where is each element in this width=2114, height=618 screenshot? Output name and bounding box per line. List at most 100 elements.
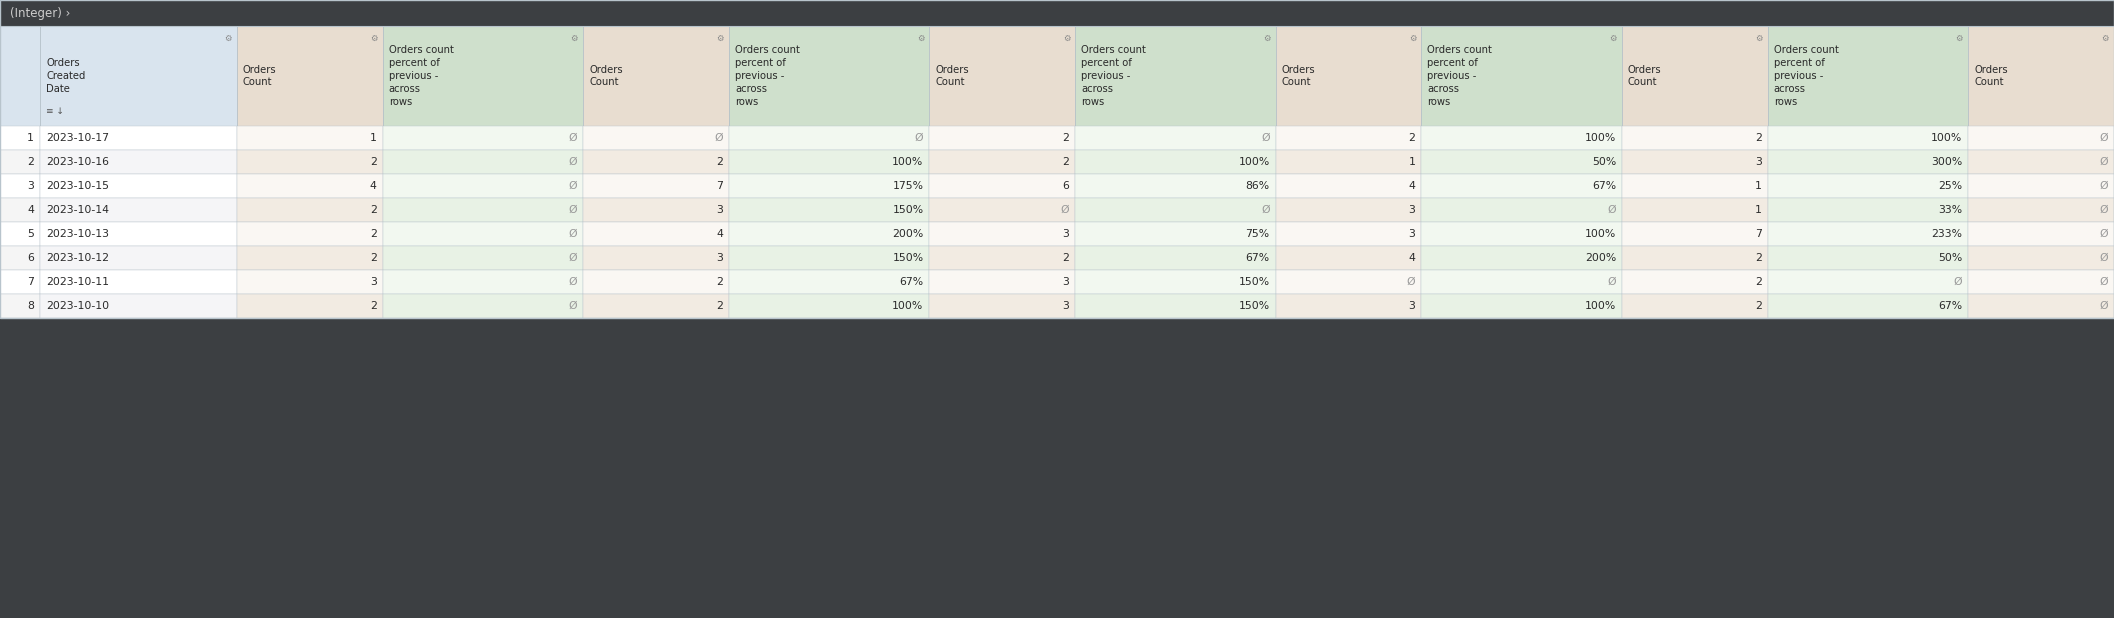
Text: 67%: 67%	[1245, 253, 1271, 263]
Bar	[1767, 246, 1968, 270]
Text: ⚙: ⚙	[1955, 34, 1964, 43]
Bar	[1275, 198, 1421, 222]
Bar	[1968, 294, 2114, 318]
Text: Ø: Ø	[2099, 205, 2108, 215]
Text: 8: 8	[27, 301, 34, 311]
Text: Ø: Ø	[715, 133, 723, 143]
Text: 86%: 86%	[1245, 181, 1271, 191]
Bar	[40, 198, 237, 222]
Text: 3: 3	[717, 253, 723, 263]
Text: 100%: 100%	[892, 157, 924, 167]
Text: 50%: 50%	[1939, 253, 1962, 263]
Text: 3: 3	[27, 181, 34, 191]
Text: Ø: Ø	[2099, 301, 2108, 311]
Bar	[1076, 126, 1275, 150]
Bar	[729, 174, 930, 198]
Bar	[583, 222, 729, 246]
Bar	[1076, 26, 1275, 126]
Text: 2: 2	[1755, 301, 1761, 311]
Text: 67%: 67%	[1939, 301, 1962, 311]
Text: Ø: Ø	[1607, 205, 1615, 215]
Bar	[237, 246, 383, 270]
Text: Ø: Ø	[1406, 277, 1416, 287]
Text: 2: 2	[370, 301, 376, 311]
Bar	[930, 270, 1076, 294]
Text: 67%: 67%	[1592, 181, 1615, 191]
Bar	[1275, 246, 1421, 270]
Text: 2: 2	[1063, 157, 1070, 167]
Bar	[1767, 150, 1968, 174]
Bar	[1621, 26, 1767, 126]
Bar	[729, 126, 930, 150]
Text: 100%: 100%	[1586, 133, 1615, 143]
Bar	[0, 294, 40, 318]
Text: 3: 3	[1408, 205, 1416, 215]
Bar	[583, 270, 729, 294]
Bar	[40, 294, 237, 318]
Bar	[237, 198, 383, 222]
Bar	[0, 126, 40, 150]
Text: 150%: 150%	[892, 253, 924, 263]
Text: Ø: Ø	[2099, 181, 2108, 191]
Bar	[729, 222, 930, 246]
Text: 2: 2	[370, 229, 376, 239]
Text: Ø: Ø	[569, 157, 577, 167]
Bar	[1275, 222, 1421, 246]
Bar	[729, 294, 930, 318]
Bar	[1968, 26, 2114, 126]
Text: 2023-10-14: 2023-10-14	[47, 205, 110, 215]
Text: ⚙: ⚙	[571, 34, 577, 43]
Bar	[1421, 198, 1621, 222]
Bar	[1767, 126, 1968, 150]
Text: ⚙: ⚙	[1063, 34, 1070, 43]
Text: Orders
Count: Orders Count	[1974, 65, 2008, 87]
Bar	[1621, 270, 1767, 294]
Bar	[1076, 294, 1275, 318]
Bar	[729, 246, 930, 270]
Text: 2: 2	[1063, 253, 1070, 263]
Bar	[583, 126, 729, 150]
Text: Ø: Ø	[1061, 205, 1070, 215]
Text: 6: 6	[27, 253, 34, 263]
Text: ⚙: ⚙	[1609, 34, 1617, 43]
Bar	[1767, 26, 1968, 126]
Bar	[40, 174, 237, 198]
Bar	[40, 126, 237, 150]
Text: ⚙: ⚙	[224, 34, 233, 43]
Bar	[1421, 294, 1621, 318]
Text: 2023-10-17: 2023-10-17	[47, 133, 110, 143]
Text: 1: 1	[1755, 205, 1761, 215]
Text: 100%: 100%	[1586, 301, 1615, 311]
Text: 150%: 150%	[892, 205, 924, 215]
Bar	[40, 26, 237, 126]
Bar	[0, 174, 40, 198]
Text: 2: 2	[1755, 277, 1761, 287]
Text: Orders count
percent of
previous -
across
rows: Orders count percent of previous - acros…	[1774, 45, 1839, 106]
Text: 2: 2	[370, 157, 376, 167]
Bar	[237, 126, 383, 150]
Text: 6: 6	[1063, 181, 1070, 191]
Bar	[237, 294, 383, 318]
Text: Ø: Ø	[569, 253, 577, 263]
Text: 3: 3	[370, 277, 376, 287]
Text: 175%: 175%	[892, 181, 924, 191]
Text: 2023-10-16: 2023-10-16	[47, 157, 110, 167]
Bar	[237, 150, 383, 174]
Bar	[1621, 294, 1767, 318]
Text: (Integer) ›: (Integer) ›	[11, 7, 70, 20]
Text: 25%: 25%	[1939, 181, 1962, 191]
Bar	[1621, 150, 1767, 174]
Bar	[383, 174, 583, 198]
Text: Ø: Ø	[915, 133, 924, 143]
Bar	[1421, 246, 1621, 270]
Text: Ø: Ø	[569, 229, 577, 239]
Text: 2: 2	[1755, 253, 1761, 263]
Bar	[1076, 246, 1275, 270]
Text: 3: 3	[1063, 277, 1070, 287]
Bar	[383, 126, 583, 150]
Bar	[583, 150, 729, 174]
Text: 2: 2	[1063, 133, 1070, 143]
Bar	[930, 222, 1076, 246]
Text: 2: 2	[717, 277, 723, 287]
Bar	[1275, 126, 1421, 150]
